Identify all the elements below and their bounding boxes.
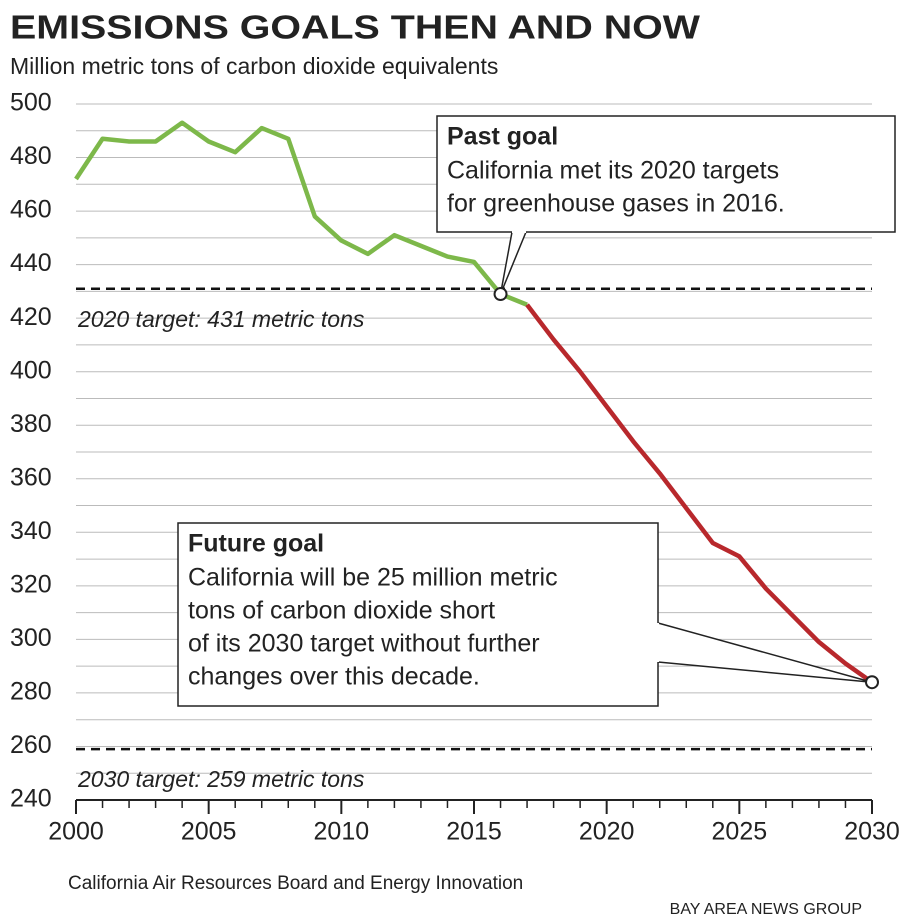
callout-box [436,115,896,233]
target-label: 2030 target: 259 metric tons [77,766,365,792]
x-tick-label: 2010 [314,818,370,846]
y-tick-label: 360 [10,463,52,491]
callout-text: of its 2030 target without further [188,630,540,658]
target-label: 2020 target: 431 metric tons [77,306,365,332]
y-tick-label: 300 [10,624,52,652]
x-tick-label: 2000 [48,818,104,846]
y-tick-label: 440 [10,249,52,277]
callout-text: California will be 25 million metric [188,564,558,592]
callout-text: changes over this decade. [188,663,480,691]
y-tick-label: 340 [10,517,52,545]
x-tick-label: 2015 [446,818,502,846]
y-tick-label: 380 [10,410,52,438]
y-tick-label: 400 [10,356,52,384]
callout-text: tons of carbon dioxide short [188,597,495,625]
x-tick-label: 2005 [181,818,237,846]
callout-title: Past goal [447,123,558,151]
callout-pointer [657,622,873,683]
y-tick-label: 240 [10,785,52,813]
series-line [74,120,528,307]
y-tick-label: 420 [10,303,52,331]
x-tick-label: 2030 [844,818,900,846]
y-tick-label: 460 [10,196,52,224]
source: California Air Resources Board and Energ… [68,873,523,894]
callout-text: California met its 2020 targets [447,157,779,185]
callout-title: Future goal [188,530,324,558]
x-tick-label: 2020 [579,818,635,846]
y-tick-label: 260 [10,731,52,759]
callout-point [493,287,508,302]
credit: BAY AREA NEWS GROUP [670,901,862,918]
x-tick-label: 2025 [712,818,768,846]
y-tick-label: 480 [10,142,52,170]
chart-subtitle: Million metric tons of carbon dioxide eq… [10,53,498,79]
chart-title: EMISSIONS GOALS THEN AND NOW [10,9,701,46]
callout-box [177,522,659,707]
callout-point [865,675,879,690]
y-tick-label: 280 [10,678,52,706]
y-tick-label: 500 [10,89,52,117]
y-tick-label: 320 [10,570,52,598]
series-line [525,303,874,685]
callout-text: for greenhouse gases in 2016. [447,190,785,218]
callout-pointer [499,231,527,295]
